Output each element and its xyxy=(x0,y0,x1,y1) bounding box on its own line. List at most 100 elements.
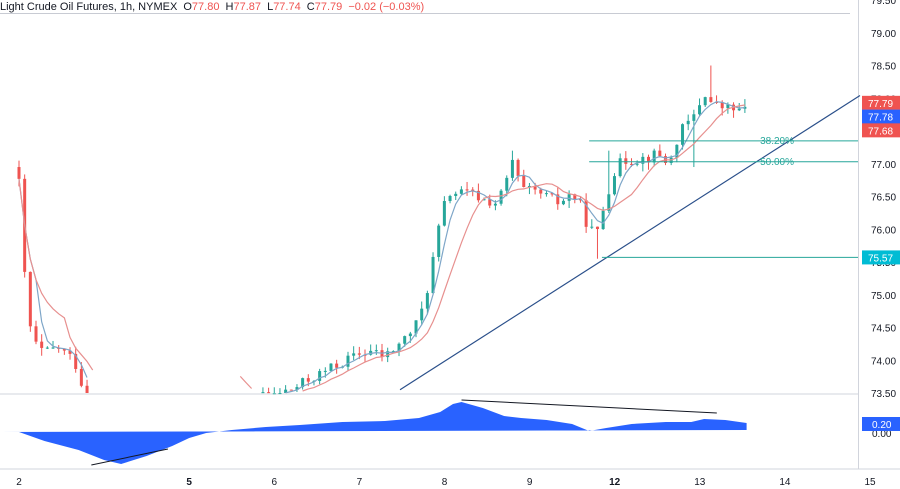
change-value: −0.02 (−0.03%) xyxy=(348,1,425,13)
candle-up xyxy=(45,346,49,349)
candle-down xyxy=(522,169,526,188)
candle-up xyxy=(352,346,356,361)
candle-body xyxy=(686,120,690,125)
candle-body xyxy=(420,308,424,321)
candle-body xyxy=(295,387,299,390)
candle-body xyxy=(85,385,89,393)
candle-body xyxy=(567,194,571,201)
candle-body xyxy=(391,351,395,353)
candle-up xyxy=(454,191,458,201)
fibonacci-retracement[interactable]: 38.20% 50.00% xyxy=(589,136,858,168)
candle-body xyxy=(703,97,707,106)
price-axis[interactable]: 79.5079.0078.5078.0077.5077.0076.5076.00… xyxy=(862,0,900,440)
divergence-line-bottom[interactable] xyxy=(91,448,169,466)
close-label: C xyxy=(306,1,315,13)
candle-body xyxy=(635,163,639,165)
candle-body xyxy=(658,150,662,157)
divergence-line-top[interactable] xyxy=(461,399,717,414)
candle-body xyxy=(397,343,401,352)
symbol-title[interactable]: Light Crude Oil Futures, 1h, NYMEX xyxy=(0,1,178,13)
candle-down xyxy=(465,181,469,196)
candle-body xyxy=(510,159,514,178)
candle-body xyxy=(267,392,271,394)
candle-body xyxy=(505,177,509,191)
candle-body xyxy=(544,193,548,195)
candle-up xyxy=(692,109,696,168)
candle-up xyxy=(527,182,531,195)
candle-body xyxy=(403,336,407,344)
time-axis[interactable]: 2 5 6 7 8 9 12 13 14 15 xyxy=(16,477,876,488)
candle-body xyxy=(522,175,526,188)
candle-body xyxy=(68,350,72,354)
open-label: O xyxy=(183,1,192,13)
price-label[interactable]: 77.79 xyxy=(862,95,900,110)
candle-body xyxy=(533,185,537,190)
candle-down xyxy=(289,389,293,391)
candle-down xyxy=(335,359,339,374)
candle-up xyxy=(675,144,679,163)
candle-down xyxy=(85,379,89,393)
candle-down xyxy=(74,346,78,373)
candle-down xyxy=(658,144,662,158)
candle-up xyxy=(284,385,288,393)
candle-body xyxy=(79,368,83,386)
candle-body xyxy=(698,105,702,115)
candle-body xyxy=(726,104,730,109)
price-label-bg xyxy=(862,250,900,265)
price-label[interactable]: 75.57 xyxy=(862,250,900,264)
candle-body xyxy=(414,320,418,334)
candle-body xyxy=(323,370,327,372)
candle-down xyxy=(595,226,599,259)
time-tick-label: 2 xyxy=(16,477,22,488)
candle-body xyxy=(471,189,475,191)
price-label-text: 77.79 xyxy=(868,99,893,110)
candle-down xyxy=(584,193,588,233)
candle-body xyxy=(488,199,492,206)
candle-down xyxy=(471,187,475,197)
time-tick-label: 7 xyxy=(357,477,363,488)
oscillator-value-bg xyxy=(862,417,900,431)
candle-body xyxy=(28,271,32,327)
candle-up xyxy=(612,173,616,196)
candle-up xyxy=(431,252,435,296)
candle-body xyxy=(647,156,650,163)
candle-body xyxy=(482,199,486,201)
moving-averages xyxy=(18,101,745,394)
candle-body xyxy=(425,293,429,309)
candle-body xyxy=(561,200,565,205)
candle-down xyxy=(40,334,44,356)
candle-body xyxy=(437,225,441,257)
candle-body xyxy=(335,363,339,368)
time-tick-label: 12 xyxy=(609,477,621,488)
price-label-bg xyxy=(862,109,900,124)
candle-up xyxy=(590,219,594,230)
candle-up xyxy=(499,189,503,206)
candle-body xyxy=(499,190,503,204)
candle-up xyxy=(737,102,741,112)
trendline[interactable] xyxy=(399,95,861,391)
price-tick-label: 76.00 xyxy=(871,225,896,236)
candle-body xyxy=(272,393,276,395)
candle-down xyxy=(516,158,520,182)
candle-body xyxy=(539,189,543,194)
candle-up xyxy=(51,340,55,349)
candle-body xyxy=(556,194,560,205)
oscillator-axis: 0.000.20 xyxy=(862,417,900,440)
candle-body xyxy=(573,194,577,200)
candle-body xyxy=(62,348,66,351)
candle-up xyxy=(607,150,611,213)
price-label[interactable]: 77.78 xyxy=(862,109,900,124)
candle-body xyxy=(578,199,582,201)
candle-up xyxy=(425,290,429,315)
candle-up xyxy=(448,194,452,204)
oscillator-area xyxy=(0,402,747,464)
candle-up xyxy=(505,175,509,197)
price-label-text: 77.68 xyxy=(868,126,893,137)
candle-body xyxy=(278,393,282,395)
candle-body xyxy=(289,389,293,391)
candle-body xyxy=(550,193,554,195)
drawings[interactable]: 38.20% 50.00% xyxy=(399,95,861,391)
candle-body xyxy=(306,378,310,382)
price-label[interactable]: 77.68 xyxy=(862,123,900,138)
